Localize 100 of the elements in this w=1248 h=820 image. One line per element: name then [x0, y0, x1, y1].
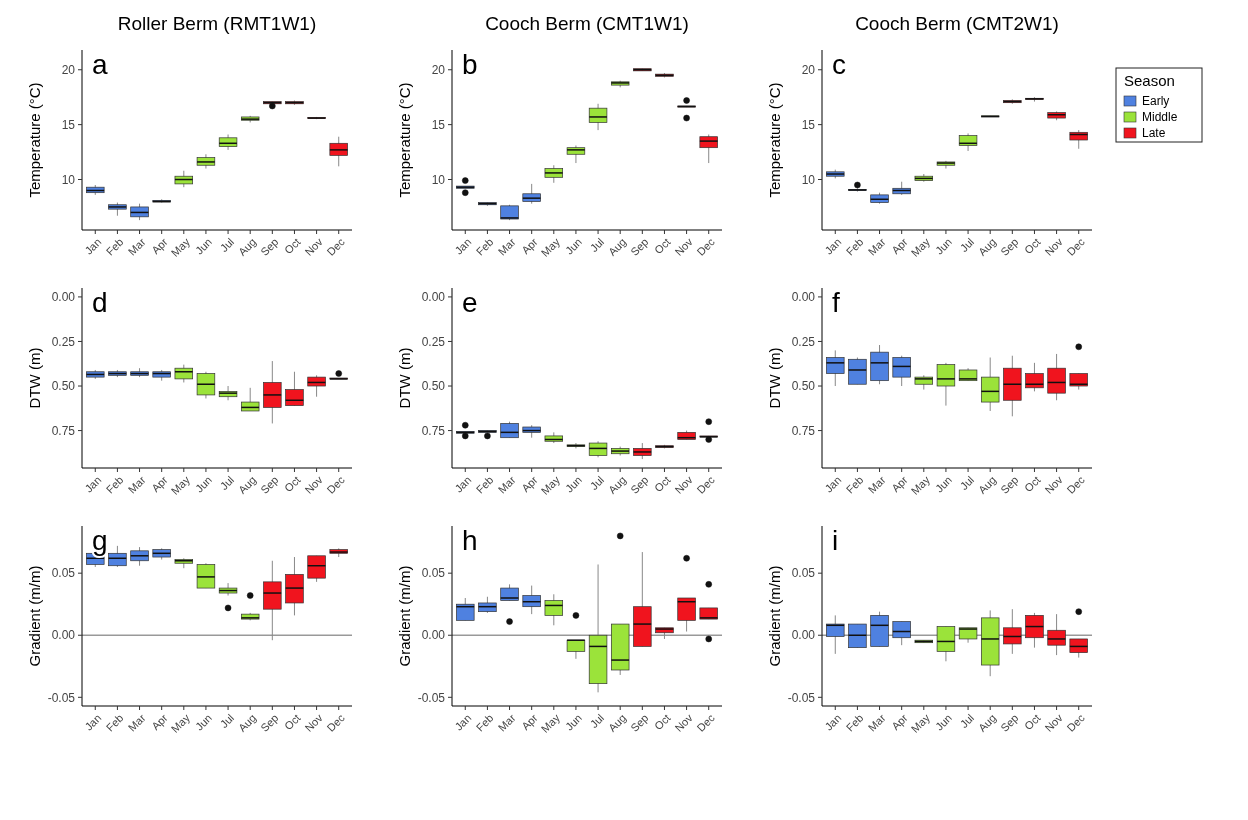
x-tick-label: Aug [976, 473, 999, 496]
x-tick-label: Jul [957, 711, 977, 731]
y-tick-label: 0.75 [421, 423, 446, 438]
annotation: c [832, 49, 846, 80]
x-tick-label: Jun [933, 711, 955, 733]
x-tick-label: Sep [628, 473, 651, 496]
x-tick-label: Aug [236, 235, 259, 258]
x-tick-label: Jan [82, 711, 104, 733]
y-tick-label: 10 [431, 172, 446, 187]
x-tick-label: Nov [302, 473, 326, 496]
x-tick-label: Oct [282, 235, 303, 257]
x-tick-label: Oct [282, 711, 303, 733]
x-tick-label: Jul [957, 473, 977, 493]
y-axis-title: Gradient (m/m) [26, 565, 43, 667]
annotation: h [462, 525, 478, 556]
x-tick-label: Sep [628, 711, 651, 734]
x-tick-label: Jan [82, 235, 104, 257]
x-tick-label: Jan [452, 473, 474, 495]
annotation: e [462, 287, 478, 318]
x-tick-label: Apr [889, 711, 911, 733]
x-tick-label: Jun [563, 711, 585, 733]
x-tick-label: Jun [933, 235, 955, 257]
y-tick-label: 0.05 [791, 566, 816, 581]
x-tick-label: Oct [282, 473, 303, 495]
y-tick-label: 0.00 [51, 290, 76, 305]
x-tick-label: Mar [495, 235, 518, 258]
x-tick-label: Jul [217, 235, 237, 255]
y-tick-label: 0.00 [791, 290, 816, 305]
x-tick-label: Jan [452, 711, 474, 733]
annotation: d [92, 287, 108, 318]
y-tick-label: 0.05 [421, 566, 446, 581]
y-axis-title: DTW (m) [26, 347, 43, 409]
chart-title: Roller Berm (RMT1W1) [117, 13, 317, 34]
x-tick-label: Feb [843, 711, 866, 734]
x-tick-label: Nov [672, 711, 696, 734]
x-tick-label: Feb [843, 235, 866, 258]
y-tick-label: 10 [801, 172, 816, 187]
x-tick-label: Dec [694, 473, 718, 496]
y-tick-label: 0.50 [421, 379, 446, 394]
x-tick-label: Dec [324, 473, 348, 496]
x-tick-label: Jan [822, 711, 844, 733]
x-tick-label: Jul [587, 235, 607, 255]
legend-label: Early [1142, 94, 1170, 108]
x-tick-label: Oct [1022, 711, 1043, 733]
x-tick-label: Aug [976, 711, 999, 734]
x-tick-label: Mar [865, 473, 888, 496]
x-tick-label: Mar [495, 473, 518, 496]
x-tick-label: Jul [217, 711, 237, 731]
x-tick-label: Oct [652, 711, 673, 733]
x-tick-label: Mar [865, 235, 888, 258]
x-tick-label: Oct [652, 473, 673, 495]
x-tick-label: Dec [694, 235, 718, 258]
x-tick-label: Oct [1022, 473, 1043, 495]
x-tick-label: Apr [519, 711, 541, 733]
x-tick-label: Jul [587, 711, 607, 731]
y-tick-label: 0.25 [421, 334, 446, 349]
annotation: g [92, 525, 108, 556]
x-tick-label: Apr [519, 473, 541, 495]
x-tick-label: Sep [258, 473, 281, 496]
x-tick-label: Aug [606, 711, 629, 734]
y-tick-label: 0.75 [51, 423, 76, 438]
x-tick-label: Jun [193, 711, 215, 733]
x-tick-label: Sep [998, 235, 1021, 258]
x-tick-label: Dec [324, 235, 348, 258]
x-tick-label: Jun [563, 235, 585, 257]
y-tick-label: 20 [431, 62, 446, 77]
y-tick-label: 15 [61, 117, 76, 132]
x-tick-label: Apr [149, 711, 171, 733]
x-tick-label: Nov [672, 235, 696, 258]
y-tick-label: -0.05 [417, 690, 446, 705]
x-tick-label: Jan [452, 235, 474, 257]
y-tick-label: 0.50 [51, 379, 76, 394]
x-tick-label: Jun [193, 473, 215, 495]
y-axis-title: Temperature (°C) [396, 82, 413, 198]
y-axis-title: Temperature (°C) [26, 82, 43, 198]
x-tick-label: Jan [82, 473, 104, 495]
x-tick-label: Dec [324, 711, 348, 734]
x-tick-label: Sep [258, 235, 281, 258]
x-tick-label: Feb [103, 235, 126, 258]
x-tick-label: Jul [957, 235, 977, 255]
x-tick-label: Dec [1064, 235, 1088, 258]
y-tick-label: 0.50 [791, 379, 816, 394]
x-tick-label: Jan [822, 235, 844, 257]
annotation: i [832, 525, 839, 556]
y-tick-label: 0.25 [791, 334, 816, 349]
x-tick-label: Apr [889, 473, 911, 495]
x-tick-label: Apr [149, 235, 171, 257]
y-tick-label: 0.75 [791, 423, 816, 438]
x-tick-label: Jul [217, 473, 237, 493]
x-tick-label: Apr [519, 235, 541, 257]
x-tick-label: Aug [976, 235, 999, 258]
x-tick-label: Sep [998, 473, 1021, 496]
x-tick-label: Feb [473, 473, 496, 496]
x-tick-label: Feb [473, 235, 496, 258]
x-tick-label: Nov [672, 473, 696, 496]
y-axis-title: DTW (m) [766, 347, 783, 409]
x-tick-label: Mar [125, 711, 148, 734]
x-tick-label: Nov [1042, 235, 1066, 258]
y-tick-label: -0.05 [47, 690, 76, 705]
x-tick-label: Dec [694, 711, 718, 734]
